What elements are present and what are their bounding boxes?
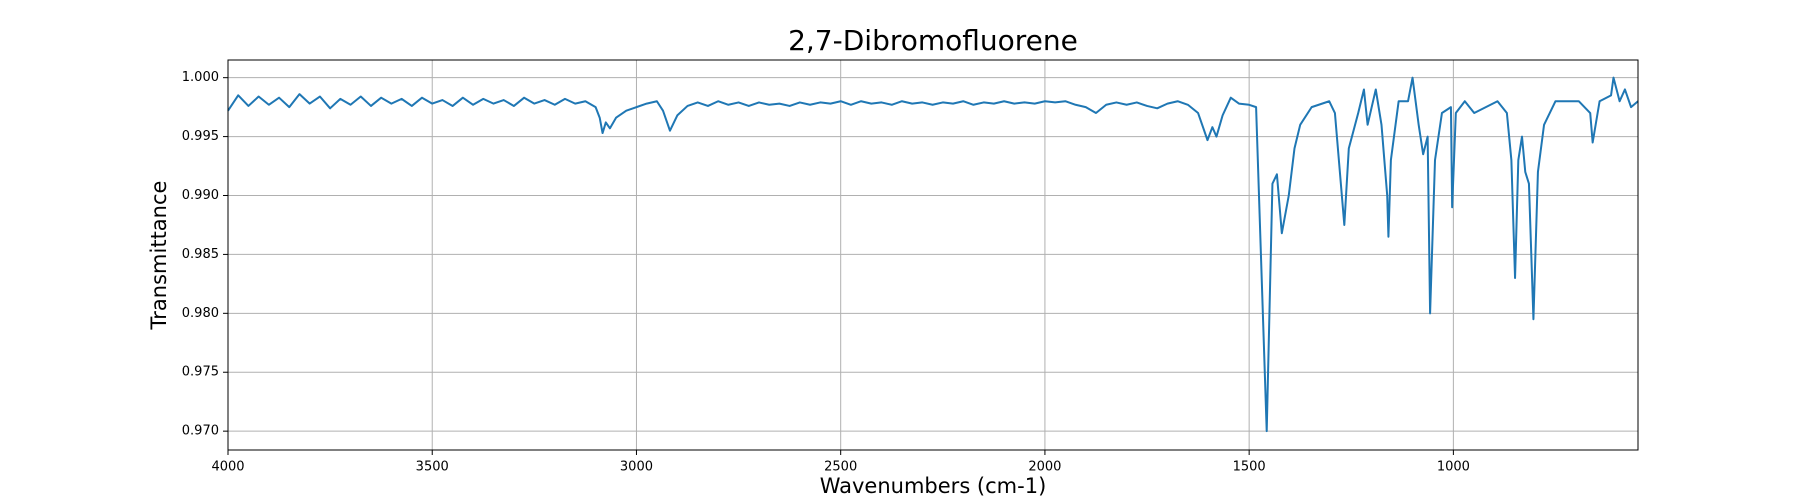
x-tick-label: 3500 [416,460,449,475]
y-axis-label: Transmittance [147,181,171,331]
x-tick-label: 2500 [824,460,857,475]
chart-title: 2,7-Dibromofluorene [788,24,1078,57]
x-tick-label: 4000 [211,460,244,475]
y-tick-label: 1.000 [182,70,219,85]
y-tick-label: 0.980 [182,306,219,321]
y-tick-label: 0.995 [182,129,219,144]
x-tick-label: 1000 [1437,460,1470,475]
y-tick-label: 0.975 [182,365,219,380]
y-tick-label: 0.990 [182,188,219,203]
x-axis-label: Wavenumbers (cm-1) [820,474,1047,498]
x-tick-label: 2000 [1028,460,1061,475]
y-tick-label: 0.970 [182,424,219,439]
x-tick-label: 3000 [620,460,653,475]
x-tick-label: 1500 [1233,460,1266,475]
spectrum-line [227,76,1639,433]
plot-frame [227,59,1639,451]
y-tick-label: 0.985 [182,247,219,262]
